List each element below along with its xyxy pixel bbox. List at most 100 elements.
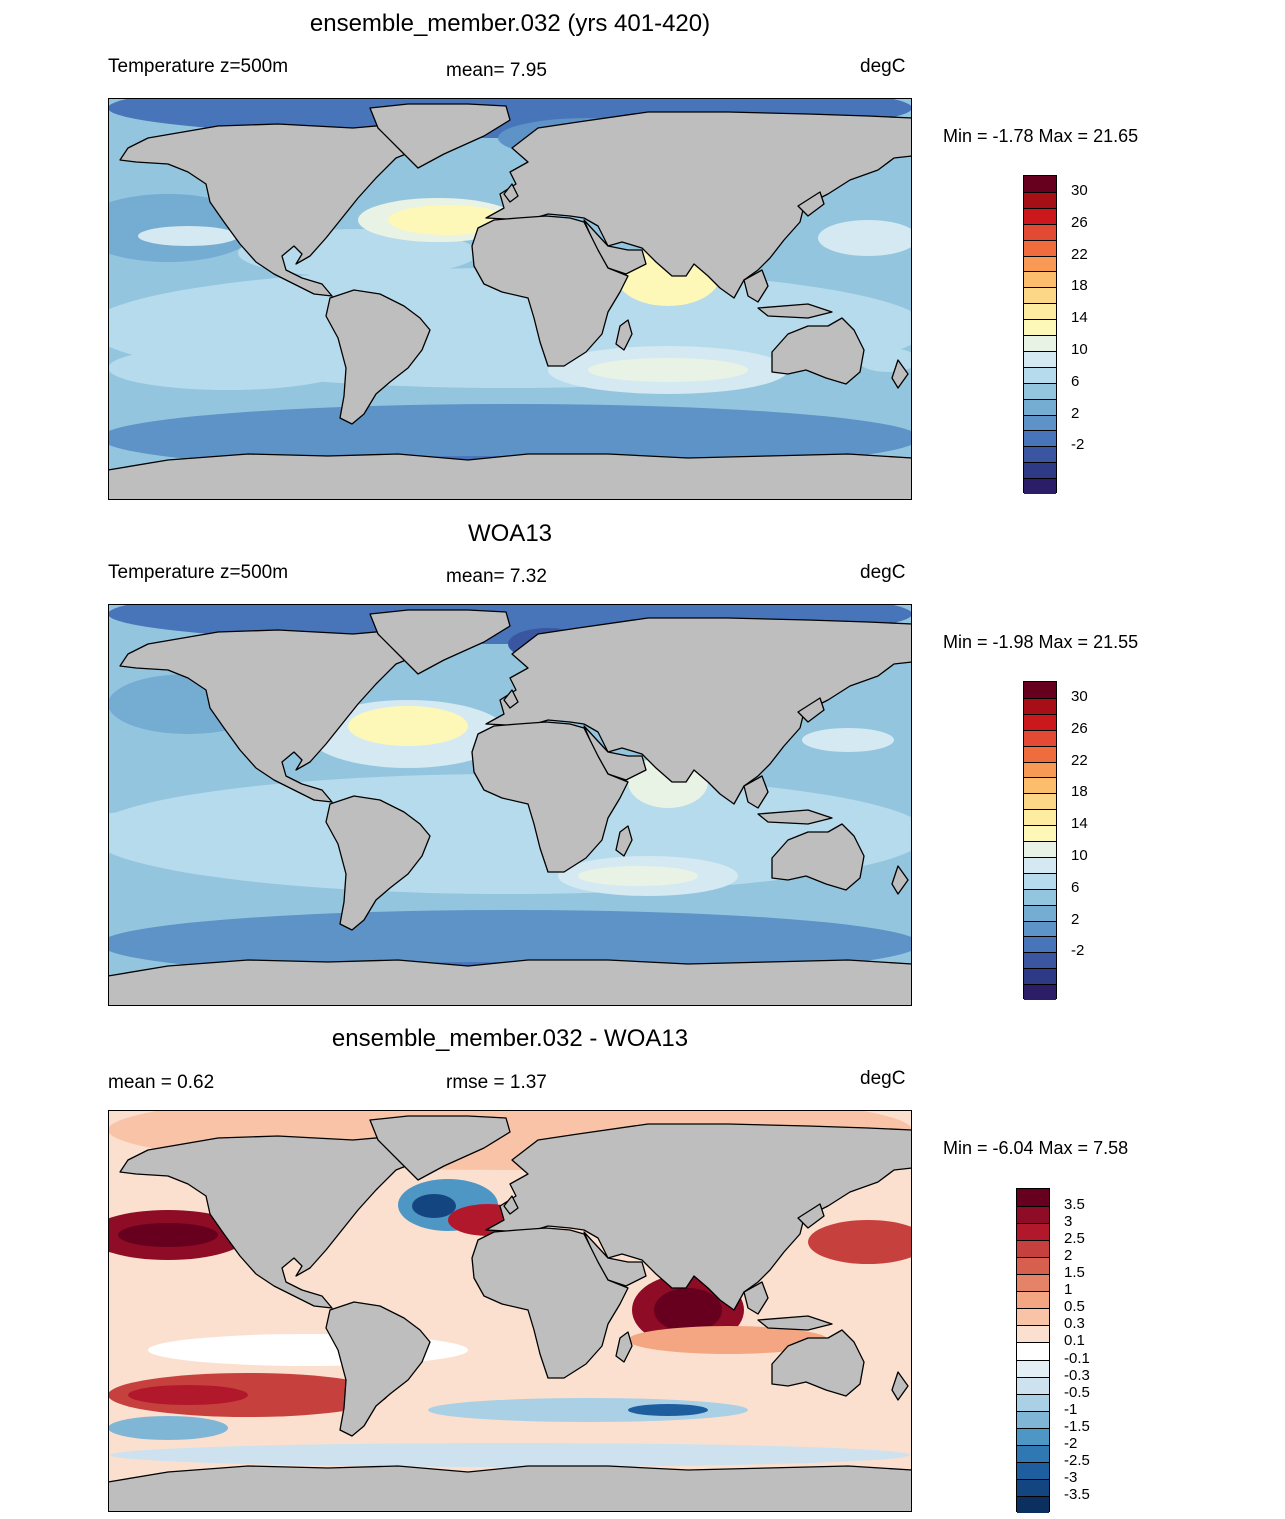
colorbar-tick-label: 14 bbox=[1071, 309, 1088, 327]
colorbar-divider bbox=[1024, 446, 1056, 448]
land-africa bbox=[471, 721, 629, 873]
land-indonesia bbox=[757, 1315, 833, 1331]
colorbar-tick-label: 1.5 bbox=[1064, 1264, 1085, 1282]
colorbar-divider bbox=[1024, 366, 1056, 368]
min-max-label: Min = -1.78 Max = 21.65 bbox=[943, 126, 1139, 146]
map-border bbox=[108, 604, 912, 1006]
variable-label: Temperature z=500m bbox=[108, 56, 289, 77]
field-contour bbox=[818, 220, 912, 256]
colorbar-tick-label: -3.5 bbox=[1064, 1485, 1090, 1503]
colorbar-tick-label: 2.5 bbox=[1064, 1230, 1085, 1248]
colorbar-divider bbox=[1024, 303, 1056, 305]
rmse-label: rmse = 1.37 bbox=[446, 1072, 547, 1093]
colorbar-swatch bbox=[1024, 303, 1056, 320]
colorbar-swatch bbox=[1024, 239, 1056, 256]
land-uk bbox=[503, 1195, 519, 1215]
colorbar-divider bbox=[1017, 1444, 1049, 1446]
land-japan bbox=[797, 697, 825, 723]
colorbar-divider bbox=[1017, 1376, 1049, 1378]
land-uk bbox=[503, 689, 519, 709]
colorbar-tick-label: -1 bbox=[1064, 1400, 1078, 1418]
land-eurasia bbox=[485, 111, 912, 299]
colorbar-tick-label: 22 bbox=[1071, 245, 1088, 263]
panel-title: ensemble_member.032 - WOA13 bbox=[331, 1025, 689, 1052]
map-border bbox=[108, 1110, 912, 1512]
colorbar-divider bbox=[1024, 888, 1056, 890]
colorbar-swatch bbox=[1024, 968, 1056, 985]
units-label: degC bbox=[860, 562, 906, 583]
map-canvas bbox=[108, 1110, 912, 1512]
colorbar-swatch bbox=[1024, 682, 1056, 699]
colorbar-divider bbox=[1024, 430, 1056, 432]
colorbar-tick-label: 18 bbox=[1071, 783, 1088, 801]
colorbar-swatch bbox=[1024, 872, 1056, 890]
variable-label: Temperature z=500m bbox=[108, 562, 289, 583]
colorbar-tick-label: 0.5 bbox=[1064, 1298, 1085, 1316]
colorbar-swatch bbox=[1024, 841, 1056, 858]
land-eurasia bbox=[485, 617, 912, 805]
colorbar-swatch bbox=[1017, 1478, 1049, 1497]
colorbar-swatch bbox=[1017, 1342, 1049, 1361]
land-south-america bbox=[325, 289, 431, 425]
colorbar-swatch bbox=[1017, 1291, 1049, 1309]
field-contour bbox=[802, 728, 894, 752]
colorbar-tick-label: 14 bbox=[1071, 815, 1088, 833]
land-new-zealand bbox=[891, 865, 909, 895]
field-contour bbox=[412, 1194, 456, 1218]
colorbar-divider bbox=[1017, 1410, 1049, 1412]
colorbar-divider bbox=[1024, 319, 1056, 321]
colorbar-swatch bbox=[1024, 745, 1056, 762]
land-uk bbox=[503, 183, 519, 203]
land-antarctica bbox=[108, 959, 912, 1006]
colorbar-divider bbox=[1024, 414, 1056, 416]
colorbar-tick-label: 2 bbox=[1071, 910, 1080, 928]
colorbar-swatch bbox=[1024, 207, 1056, 225]
map-canvas bbox=[108, 98, 912, 500]
mean-label: mean= 7.32 bbox=[446, 566, 547, 587]
colorbar-divider bbox=[1024, 729, 1056, 731]
colorbar-divider bbox=[1024, 920, 1056, 922]
land-africa bbox=[471, 215, 629, 367]
colorbar-divider bbox=[1024, 271, 1056, 273]
colorbar-divider bbox=[1024, 809, 1056, 811]
colorbar-divider bbox=[1024, 382, 1056, 384]
colorbar-swatch bbox=[1024, 366, 1056, 384]
observation-map bbox=[108, 604, 912, 1006]
colorbar-divider bbox=[1017, 1461, 1049, 1463]
land-australia bbox=[771, 317, 865, 385]
mean-label: mean= 7.95 bbox=[446, 60, 547, 81]
field-contour bbox=[588, 358, 748, 382]
colorbar-divider bbox=[1017, 1257, 1049, 1259]
land-new-zealand bbox=[891, 359, 909, 389]
min-max-label: Min = -6.04 Max = 7.58 bbox=[943, 1138, 1129, 1158]
min-max-label: Min = -1.98 Max = 21.55 bbox=[943, 632, 1139, 652]
colorbar-tick-label: 30 bbox=[1071, 687, 1088, 705]
colorbar-swatch bbox=[1017, 1206, 1049, 1224]
colorbar-swatch bbox=[1024, 287, 1056, 304]
colorbar-tick-label: 0.1 bbox=[1064, 1332, 1085, 1350]
colorbar-swatch bbox=[1017, 1495, 1049, 1514]
colorbar-tick-label: -3 bbox=[1064, 1468, 1078, 1486]
colorbar-tick-label: 18 bbox=[1071, 277, 1088, 295]
colorbar-swatch bbox=[1024, 761, 1056, 778]
colorbar-tick-label: -0.5 bbox=[1064, 1383, 1090, 1401]
land-antarctica bbox=[108, 1465, 912, 1512]
colorbar-swatch bbox=[1024, 446, 1056, 463]
land-antarctica bbox=[108, 453, 912, 500]
colorbar-swatch bbox=[1017, 1189, 1049, 1207]
colorbar-tick-label: 6 bbox=[1071, 878, 1080, 896]
colorbar-swatch bbox=[1017, 1223, 1049, 1241]
colorbar-divider bbox=[1024, 936, 1056, 938]
field-contour bbox=[128, 1385, 248, 1405]
field-contour bbox=[138, 226, 238, 246]
colorbar-tick-label: -0.1 bbox=[1064, 1349, 1090, 1367]
colorbar-divider bbox=[1024, 223, 1056, 225]
colorbar-swatch bbox=[1017, 1393, 1049, 1412]
land-indochina bbox=[743, 269, 769, 303]
colorbar-swatch bbox=[1024, 984, 1056, 1001]
field-contour bbox=[110, 1443, 910, 1467]
colorbar-swatch bbox=[1024, 271, 1056, 288]
colorbar-divider bbox=[1017, 1308, 1049, 1310]
field-contour bbox=[654, 1288, 722, 1332]
colorbar-swatch bbox=[1024, 414, 1056, 431]
